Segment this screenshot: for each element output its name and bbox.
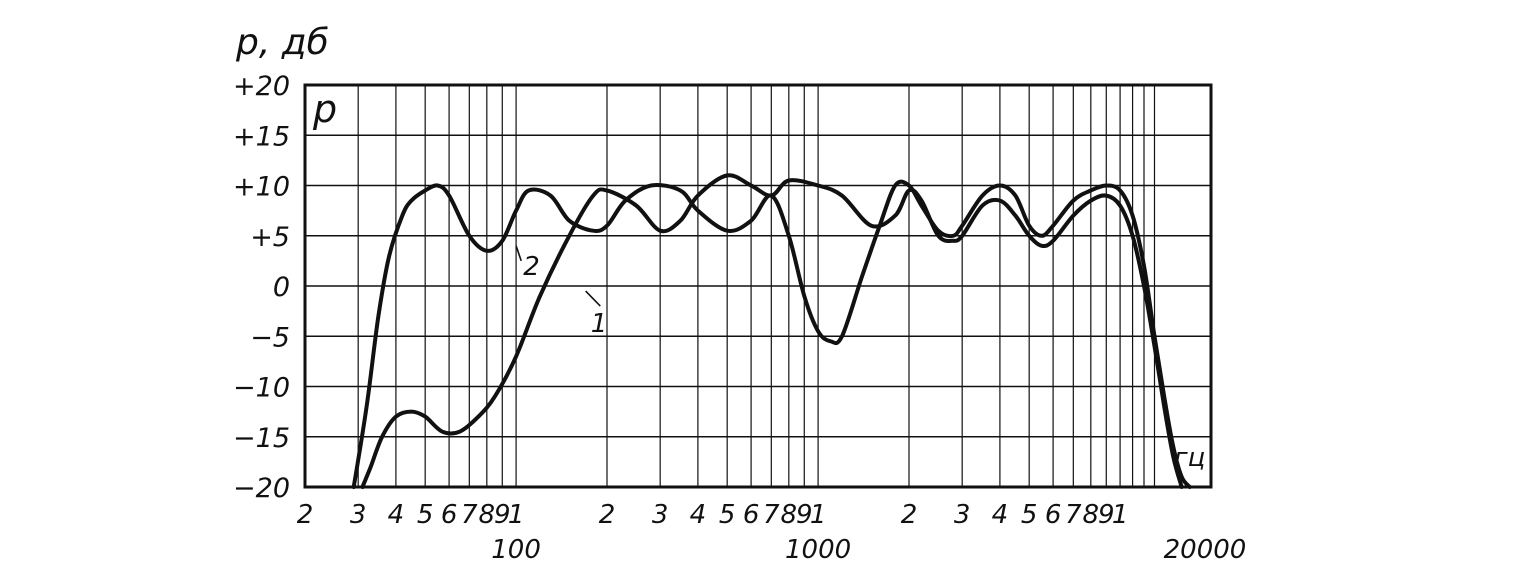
y-tick-label: 0 [273,272,290,303]
x-tick-label: 7 [1065,500,1082,530]
y-tick-label: +10 [233,172,290,203]
x-tick-label: 5 [417,500,434,530]
x-tick-label: 7 [763,500,780,530]
y-tick-label: −5 [250,322,290,353]
x-tick-label: 9 [796,500,813,530]
x-tick-label: 4 [388,500,405,530]
x-tick-label: 9 [494,500,511,530]
series-2-leader [515,245,522,262]
series-1-label: 1 [591,309,608,339]
x-tick-label: 1 [1112,500,1129,530]
y-tick-label: −10 [233,373,290,404]
x-tick-label: 2 [599,500,616,530]
y-tick-label: +5 [250,222,290,253]
x-tick-label: 4 [690,500,707,530]
x-tick-label: 5 [1021,500,1038,530]
x-tick-label: 3 [954,500,971,530]
chart-grid [305,85,1211,487]
series-curves [351,173,1192,489]
x-tick-label: 8 [1083,500,1100,530]
y-tick-label: +20 [233,71,290,102]
y-tick-label: −15 [233,423,290,454]
series-2-line [351,179,1192,489]
axis-labels: +20+15+10+50−5−10−15−202 3 4 5 6 7 891 2 3 4 5 6 7 89… [233,71,1246,565]
y-axis-label: p, дб [235,22,329,63]
x-decade-label: 100 [491,535,541,565]
x-tick-label: 3 [652,500,669,530]
series-2-label: 2 [523,252,540,282]
x-tick-label: 6 [441,500,458,530]
x-tick-label: 6 [743,500,760,530]
x-decade-label: 20000 [1164,535,1247,565]
x-tick-label: 8 [781,500,798,530]
x-tick-label: 8 [479,500,496,530]
x-tick-label: 6 [1045,500,1062,530]
series-1-leader [585,290,601,307]
y-tick-label: −20 [233,473,290,504]
x-tick-label: 1 [508,500,525,530]
x-tick-label: 9 [1098,500,1115,530]
y-tick-label: +15 [233,121,290,152]
x-tick-label: 2 [901,500,918,530]
x-tick-label: 3 [350,500,367,530]
panel-label: p [312,87,337,131]
x-decade-label: 1000 [785,535,851,565]
series-1-line [360,173,1184,489]
x-tick-label: 5 [719,500,736,530]
x-unit-label: гц [1174,443,1205,473]
x-tick-label: 4 [992,500,1009,530]
x-tick-label: 7 [461,500,478,530]
x-tick-label: 2 [297,500,314,530]
x-tick-label: 1 [810,500,827,530]
plot-frame [303,83,1213,489]
